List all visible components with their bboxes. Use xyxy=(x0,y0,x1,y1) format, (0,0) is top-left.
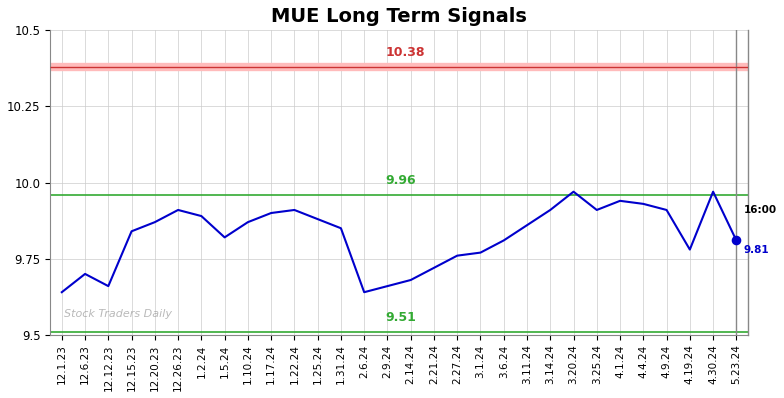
Text: 9.51: 9.51 xyxy=(385,311,416,324)
Text: 9.81: 9.81 xyxy=(743,245,769,255)
Title: MUE Long Term Signals: MUE Long Term Signals xyxy=(271,7,527,26)
Text: 9.96: 9.96 xyxy=(385,174,416,187)
Point xyxy=(730,237,742,244)
Text: 10.38: 10.38 xyxy=(385,46,425,59)
Text: Stock Traders Daily: Stock Traders Daily xyxy=(64,308,172,318)
Text: 16:00: 16:00 xyxy=(743,205,776,215)
